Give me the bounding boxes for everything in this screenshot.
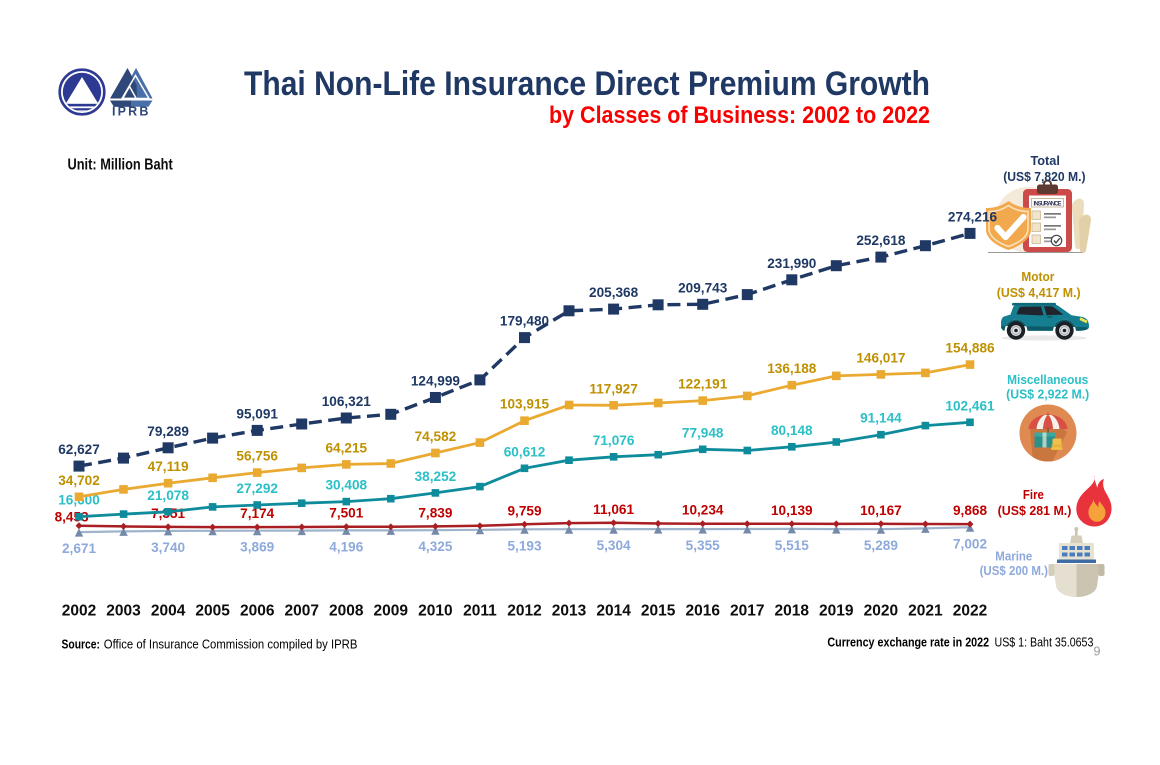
svg-text:64,215: 64,215 xyxy=(326,440,368,455)
svg-text:2022: 2022 xyxy=(953,603,987,620)
svg-text:30,408: 30,408 xyxy=(326,478,368,493)
svg-text:136,188: 136,188 xyxy=(767,361,817,376)
svg-text:10,167: 10,167 xyxy=(860,503,902,518)
svg-text:2018: 2018 xyxy=(775,603,810,620)
svg-text:2002: 2002 xyxy=(62,603,96,620)
svg-text:2017: 2017 xyxy=(730,603,764,620)
svg-text:2005: 2005 xyxy=(195,603,230,620)
svg-text:179,480: 179,480 xyxy=(500,314,549,329)
svg-text:71,076: 71,076 xyxy=(593,433,635,448)
svg-text:7,174: 7,174 xyxy=(240,506,274,521)
svg-text:2007: 2007 xyxy=(285,603,319,620)
svg-text:102,461: 102,461 xyxy=(945,398,995,413)
svg-text:Marine: Marine xyxy=(995,549,1032,564)
svg-text:2004: 2004 xyxy=(151,603,186,620)
svg-text:Total: Total xyxy=(1030,153,1060,168)
svg-text:9: 9 xyxy=(1094,645,1101,659)
svg-text:4,325: 4,325 xyxy=(418,539,452,554)
svg-text:2021: 2021 xyxy=(908,603,943,620)
svg-text:2009: 2009 xyxy=(374,603,409,620)
svg-text:2020: 2020 xyxy=(864,603,898,620)
svg-text:2016: 2016 xyxy=(685,603,720,620)
svg-text:80,148: 80,148 xyxy=(771,423,813,438)
svg-text:INSURANCE: INSURANCE xyxy=(1034,201,1062,207)
svg-text:47,119: 47,119 xyxy=(148,459,189,474)
svg-text:79,289: 79,289 xyxy=(147,424,189,439)
svg-text:106,321: 106,321 xyxy=(322,394,372,409)
svg-text:38,252: 38,252 xyxy=(415,469,457,484)
svg-text:IPRB: IPRB xyxy=(112,105,151,119)
svg-text:5,355: 5,355 xyxy=(686,538,720,553)
svg-text:7,501: 7,501 xyxy=(329,506,363,521)
svg-text:205,368: 205,368 xyxy=(589,285,639,300)
svg-text:146,017: 146,017 xyxy=(856,350,905,365)
svg-text:(US$ 4,417 M.): (US$ 4,417 M.) xyxy=(997,285,1081,300)
svg-text:252,618: 252,618 xyxy=(856,233,906,248)
svg-text:2003: 2003 xyxy=(106,603,141,620)
svg-text:10,234: 10,234 xyxy=(682,503,724,518)
svg-text:95,091: 95,091 xyxy=(236,406,278,421)
svg-text:9,868: 9,868 xyxy=(953,503,987,518)
svg-text:9,759: 9,759 xyxy=(507,503,541,518)
svg-text:2006: 2006 xyxy=(240,603,275,620)
svg-text:62,627: 62,627 xyxy=(58,442,100,457)
svg-text:5,304: 5,304 xyxy=(597,538,631,553)
svg-text:Currency exchange rate in 2022: Currency exchange rate in 2022 xyxy=(827,635,989,650)
svg-text:2008: 2008 xyxy=(329,603,364,620)
svg-text:7,002: 7,002 xyxy=(953,536,987,551)
svg-text:60,612: 60,612 xyxy=(504,444,546,459)
svg-text:209,743: 209,743 xyxy=(678,280,728,295)
svg-text:2,671: 2,671 xyxy=(62,541,96,556)
svg-text:74,582: 74,582 xyxy=(415,429,457,444)
svg-text:5,515: 5,515 xyxy=(775,538,809,553)
svg-text:10,139: 10,139 xyxy=(771,503,813,518)
svg-text:Office of Insurance Commission: Office of Insurance Commission compiled … xyxy=(104,637,358,652)
svg-text:3,740: 3,740 xyxy=(151,540,185,555)
svg-text:2015: 2015 xyxy=(641,603,676,620)
svg-text:3,869: 3,869 xyxy=(240,540,274,555)
svg-text:231,990: 231,990 xyxy=(767,256,816,271)
svg-text:Source:: Source: xyxy=(62,637,101,652)
svg-text:(US$ 7,820 M.): (US$ 7,820 M.) xyxy=(1003,169,1085,184)
svg-text:34,702: 34,702 xyxy=(58,473,100,488)
svg-text:274,216: 274,216 xyxy=(948,209,998,224)
svg-text:Miscellaneous: Miscellaneous xyxy=(1007,372,1088,387)
svg-text:Unit: Million Baht: Unit: Million Baht xyxy=(68,157,173,174)
svg-text:by Classes of Business: 2002 t: by Classes of Business: 2002 to 2022 xyxy=(549,102,930,129)
svg-text:2011: 2011 xyxy=(463,603,497,620)
svg-text:5,193: 5,193 xyxy=(507,538,541,553)
svg-text:4,196: 4,196 xyxy=(329,539,363,554)
svg-text:7,839: 7,839 xyxy=(418,505,452,520)
svg-text:27,292: 27,292 xyxy=(236,481,278,496)
svg-text:2019: 2019 xyxy=(819,603,854,620)
svg-text:117,927: 117,927 xyxy=(589,381,637,396)
svg-text:11,061: 11,061 xyxy=(593,502,634,517)
svg-text:122,191: 122,191 xyxy=(678,377,728,392)
svg-text:21,078: 21,078 xyxy=(147,488,189,503)
svg-text:2013: 2013 xyxy=(552,603,587,620)
svg-text:US$ 1: Baht 35.0653: US$ 1: Baht 35.0653 xyxy=(995,635,1094,650)
svg-text:56,756: 56,756 xyxy=(236,449,278,464)
svg-text:2010: 2010 xyxy=(418,603,452,620)
svg-text:2014: 2014 xyxy=(596,603,631,620)
svg-text:(US$ 281 M.): (US$ 281 M.) xyxy=(998,503,1072,518)
svg-text:Thai Non-Life Insurance Direct: Thai Non-Life Insurance Direct Premium G… xyxy=(244,65,930,103)
svg-text:(US$ 2,922 M.): (US$ 2,922 M.) xyxy=(1006,387,1089,402)
svg-text:Motor: Motor xyxy=(1021,269,1054,284)
svg-text:154,886: 154,886 xyxy=(945,341,995,356)
svg-text:77,948: 77,948 xyxy=(682,425,724,440)
svg-text:124,999: 124,999 xyxy=(411,374,461,389)
svg-text:Fire: Fire xyxy=(1023,487,1044,502)
svg-text:2012: 2012 xyxy=(507,603,541,620)
svg-text:(US$ 200 M.): (US$ 200 M.) xyxy=(980,563,1048,578)
svg-text:91,144: 91,144 xyxy=(860,411,902,426)
svg-text:5,289: 5,289 xyxy=(864,538,898,553)
svg-text:103,915: 103,915 xyxy=(500,397,550,412)
